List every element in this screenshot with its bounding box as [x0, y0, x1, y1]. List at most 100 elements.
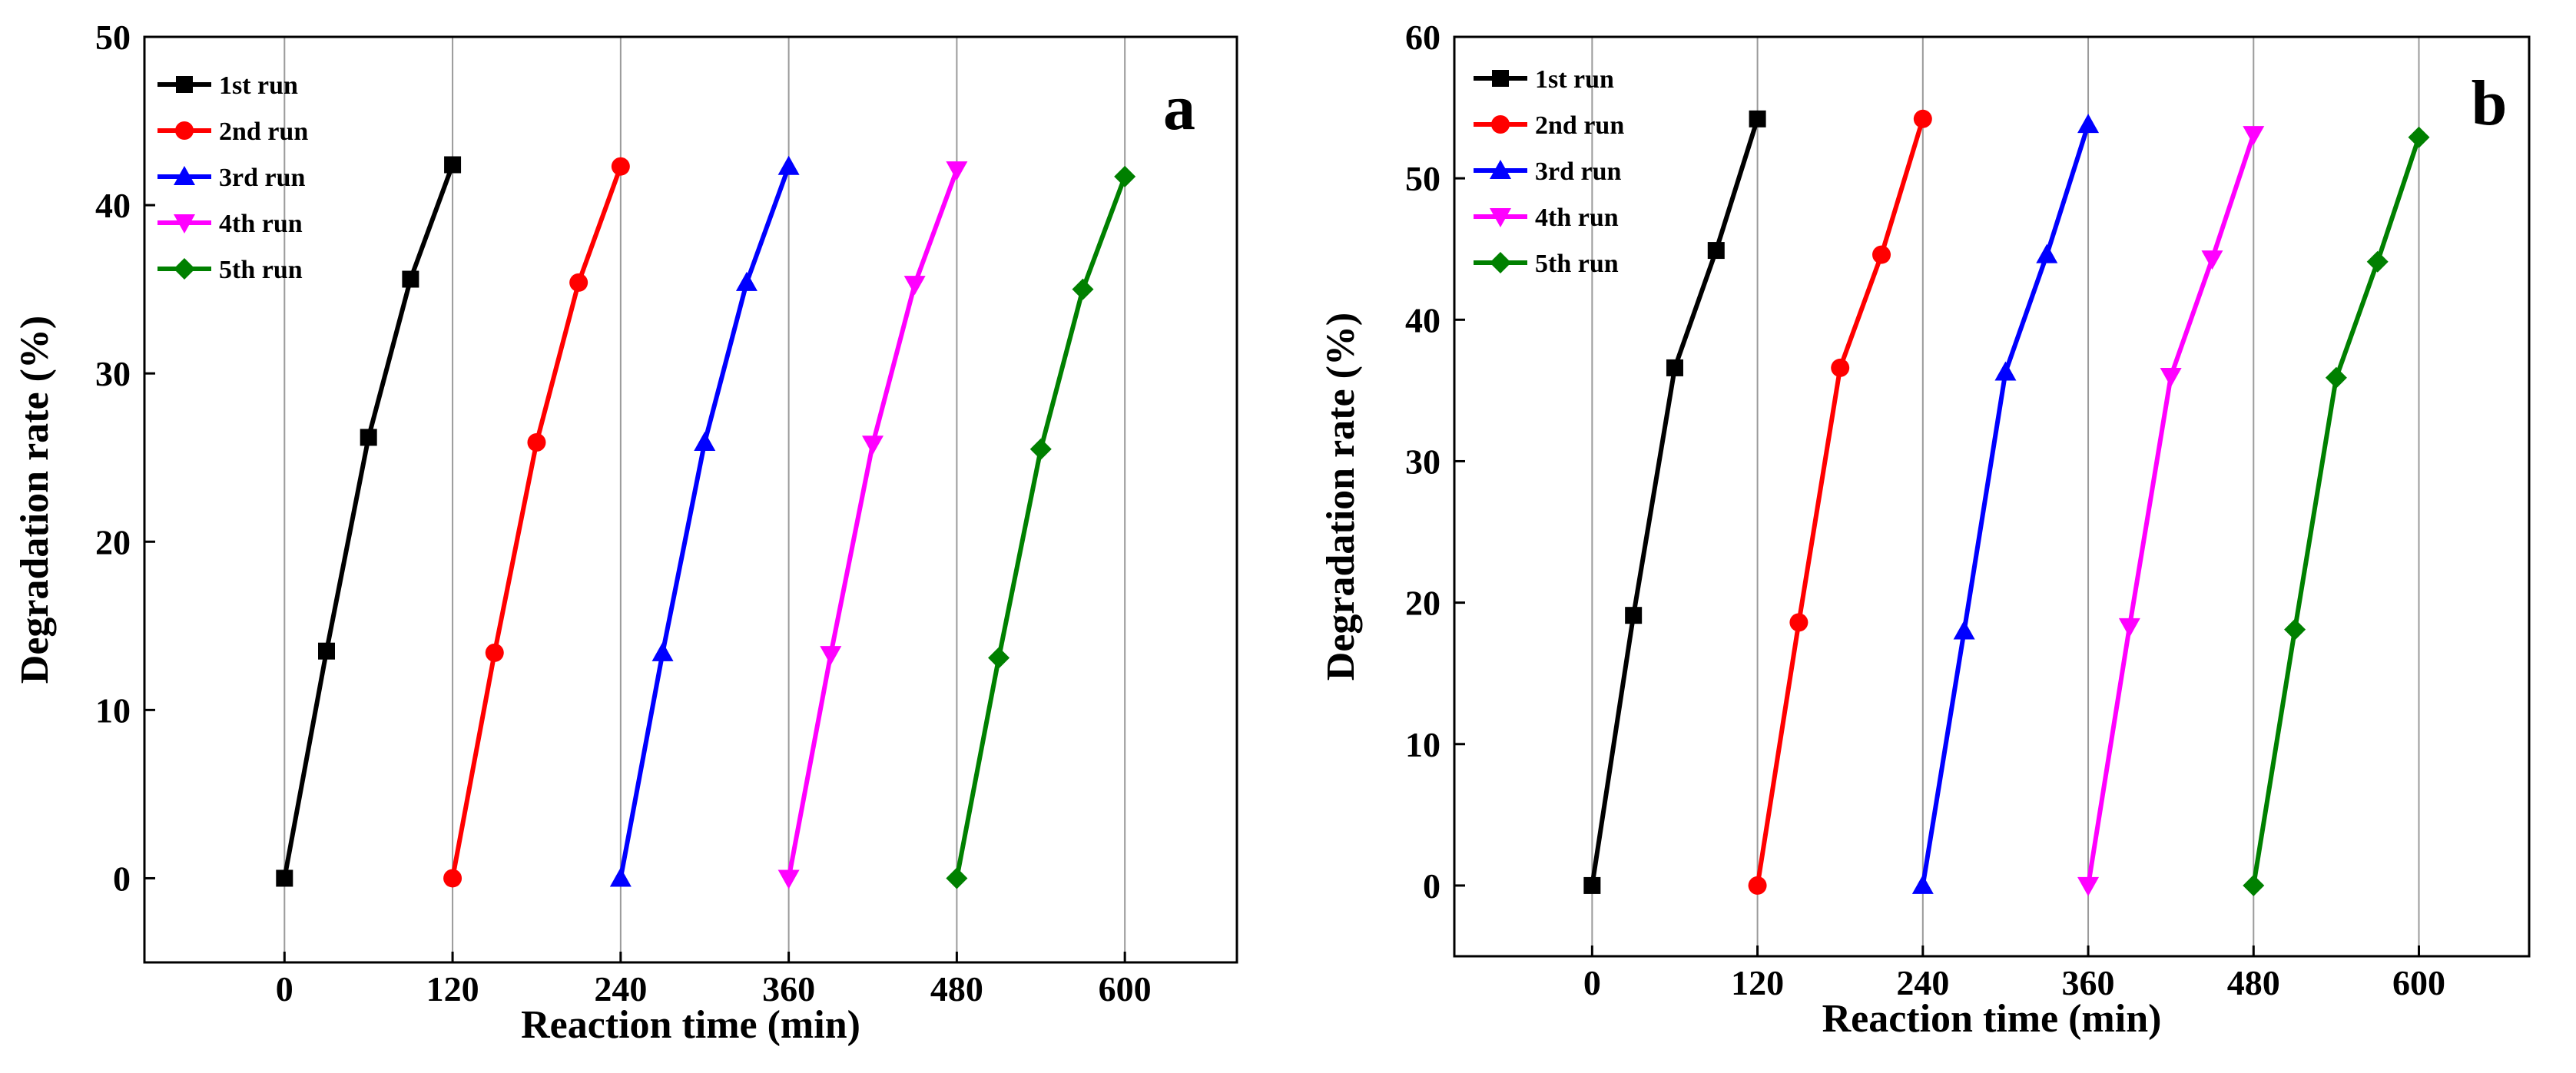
legend-marker — [1492, 70, 1509, 87]
x-tick-label: 120 — [426, 969, 479, 1008]
legend-label: 5th run — [1535, 250, 1619, 278]
y-tick-label: 40 — [95, 186, 131, 225]
legend-label: 3rd run — [219, 164, 306, 192]
legend-entry-2: 2nd run — [157, 118, 308, 146]
data-point — [777, 869, 800, 889]
series-line — [2251, 136, 2422, 886]
plot-frame — [143, 35, 1238, 964]
series-line — [450, 165, 623, 879]
legend-label: 4th run — [1535, 204, 1619, 232]
data-point — [1911, 874, 1934, 894]
data-point — [903, 276, 926, 296]
data-point — [694, 432, 716, 452]
legend-entry-5: 5th run — [157, 256, 303, 284]
legend-marker — [174, 258, 195, 280]
data-point — [2201, 250, 2223, 270]
x-axis-title: Reaction time (min) — [521, 1003, 860, 1047]
data-point — [443, 869, 462, 888]
x-tick-label: 480 — [2227, 963, 2280, 1002]
legend-entry-5: 5th run — [1474, 250, 1619, 278]
series-line — [2086, 134, 2256, 886]
plot-frame — [1453, 35, 2531, 958]
data-point — [1666, 359, 1683, 376]
x-tick-label: 0 — [1583, 963, 1601, 1002]
data-point — [1789, 613, 1809, 632]
data-point — [2284, 618, 2306, 641]
y-tick-label: 40 — [1405, 300, 1441, 339]
data-point — [276, 869, 293, 887]
data-point — [1749, 110, 1766, 128]
legend-entry-4: 4th run — [157, 210, 303, 238]
legend-label: 4th run — [219, 210, 303, 238]
y-tick-label: 0 — [1423, 866, 1441, 906]
data-point — [1994, 361, 2017, 381]
data-point — [735, 271, 758, 291]
series-line — [1590, 118, 1760, 886]
x-axis-title: Reaction time (min) — [1822, 997, 2162, 1041]
x-tick-label: 0 — [276, 969, 293, 1008]
series-4 — [2077, 126, 2265, 896]
data-point — [402, 270, 419, 288]
y-tick-label: 20 — [95, 522, 131, 561]
data-point — [1872, 245, 1891, 264]
legend-marker — [174, 214, 195, 233]
series-line — [282, 164, 455, 879]
data-point — [1583, 876, 1601, 894]
series-1 — [1583, 110, 1766, 894]
data-point — [2077, 876, 2100, 896]
data-point — [611, 157, 630, 176]
legend-marker — [174, 166, 195, 185]
y-tick-label: 50 — [1405, 159, 1441, 198]
legend-label: 3rd run — [1535, 157, 1622, 186]
x-tick-label: 240 — [1896, 963, 1949, 1002]
data-point — [1831, 358, 1850, 377]
data-point — [2243, 874, 2265, 896]
data-point — [946, 867, 968, 889]
data-point — [485, 643, 504, 662]
data-point — [444, 156, 462, 174]
data-point — [988, 647, 1010, 669]
data-point — [651, 641, 674, 661]
x-tick-label: 600 — [2392, 963, 2445, 1002]
data-point — [2160, 367, 2182, 387]
series-1 — [276, 156, 462, 887]
data-point — [1072, 278, 1094, 300]
data-point — [2077, 114, 2100, 134]
data-point — [569, 273, 588, 292]
series-line — [1920, 124, 2090, 886]
legend-entry-4: 4th run — [1474, 204, 1619, 232]
data-point — [820, 646, 842, 666]
y-axis-title: Degradation rate (%) — [1319, 313, 1363, 681]
data-point — [360, 429, 377, 446]
series-line — [954, 175, 1127, 879]
series-3 — [1911, 114, 2100, 894]
y-tick-label: 0 — [113, 859, 131, 898]
data-point — [1953, 620, 1975, 640]
legend-label: 1st run — [219, 71, 298, 100]
data-point — [2408, 126, 2430, 148]
legend-marker — [1490, 252, 1511, 273]
y-tick-label: 30 — [1405, 442, 1441, 481]
series-line — [618, 165, 791, 879]
y-tick-label: 50 — [95, 18, 131, 57]
y-axis-title: Degradation rate (%) — [13, 316, 57, 684]
panel-label: b — [2472, 68, 2508, 139]
series-line — [786, 169, 960, 879]
legend-entry-3: 3rd run — [1474, 157, 1622, 186]
data-point — [2325, 366, 2347, 389]
data-point — [1707, 242, 1725, 260]
legend-entry-3: 3rd run — [157, 164, 306, 192]
y-tick-label: 20 — [1405, 584, 1441, 623]
panel-a: 0 10 20 30 40 50 0 120 240 360 480 600 Reaction time… — [13, 18, 1238, 1047]
data-point — [609, 867, 632, 887]
data-point — [1114, 165, 1136, 187]
data-point — [1913, 109, 1932, 128]
legend-marker — [1490, 160, 1511, 179]
series-2 — [1748, 109, 1932, 895]
legend-label: 2nd run — [219, 118, 308, 146]
y-tick-label: 10 — [95, 690, 131, 730]
y-tick-label: 10 — [1405, 725, 1441, 764]
data-point — [777, 155, 800, 175]
legend-marker — [1490, 208, 1511, 227]
